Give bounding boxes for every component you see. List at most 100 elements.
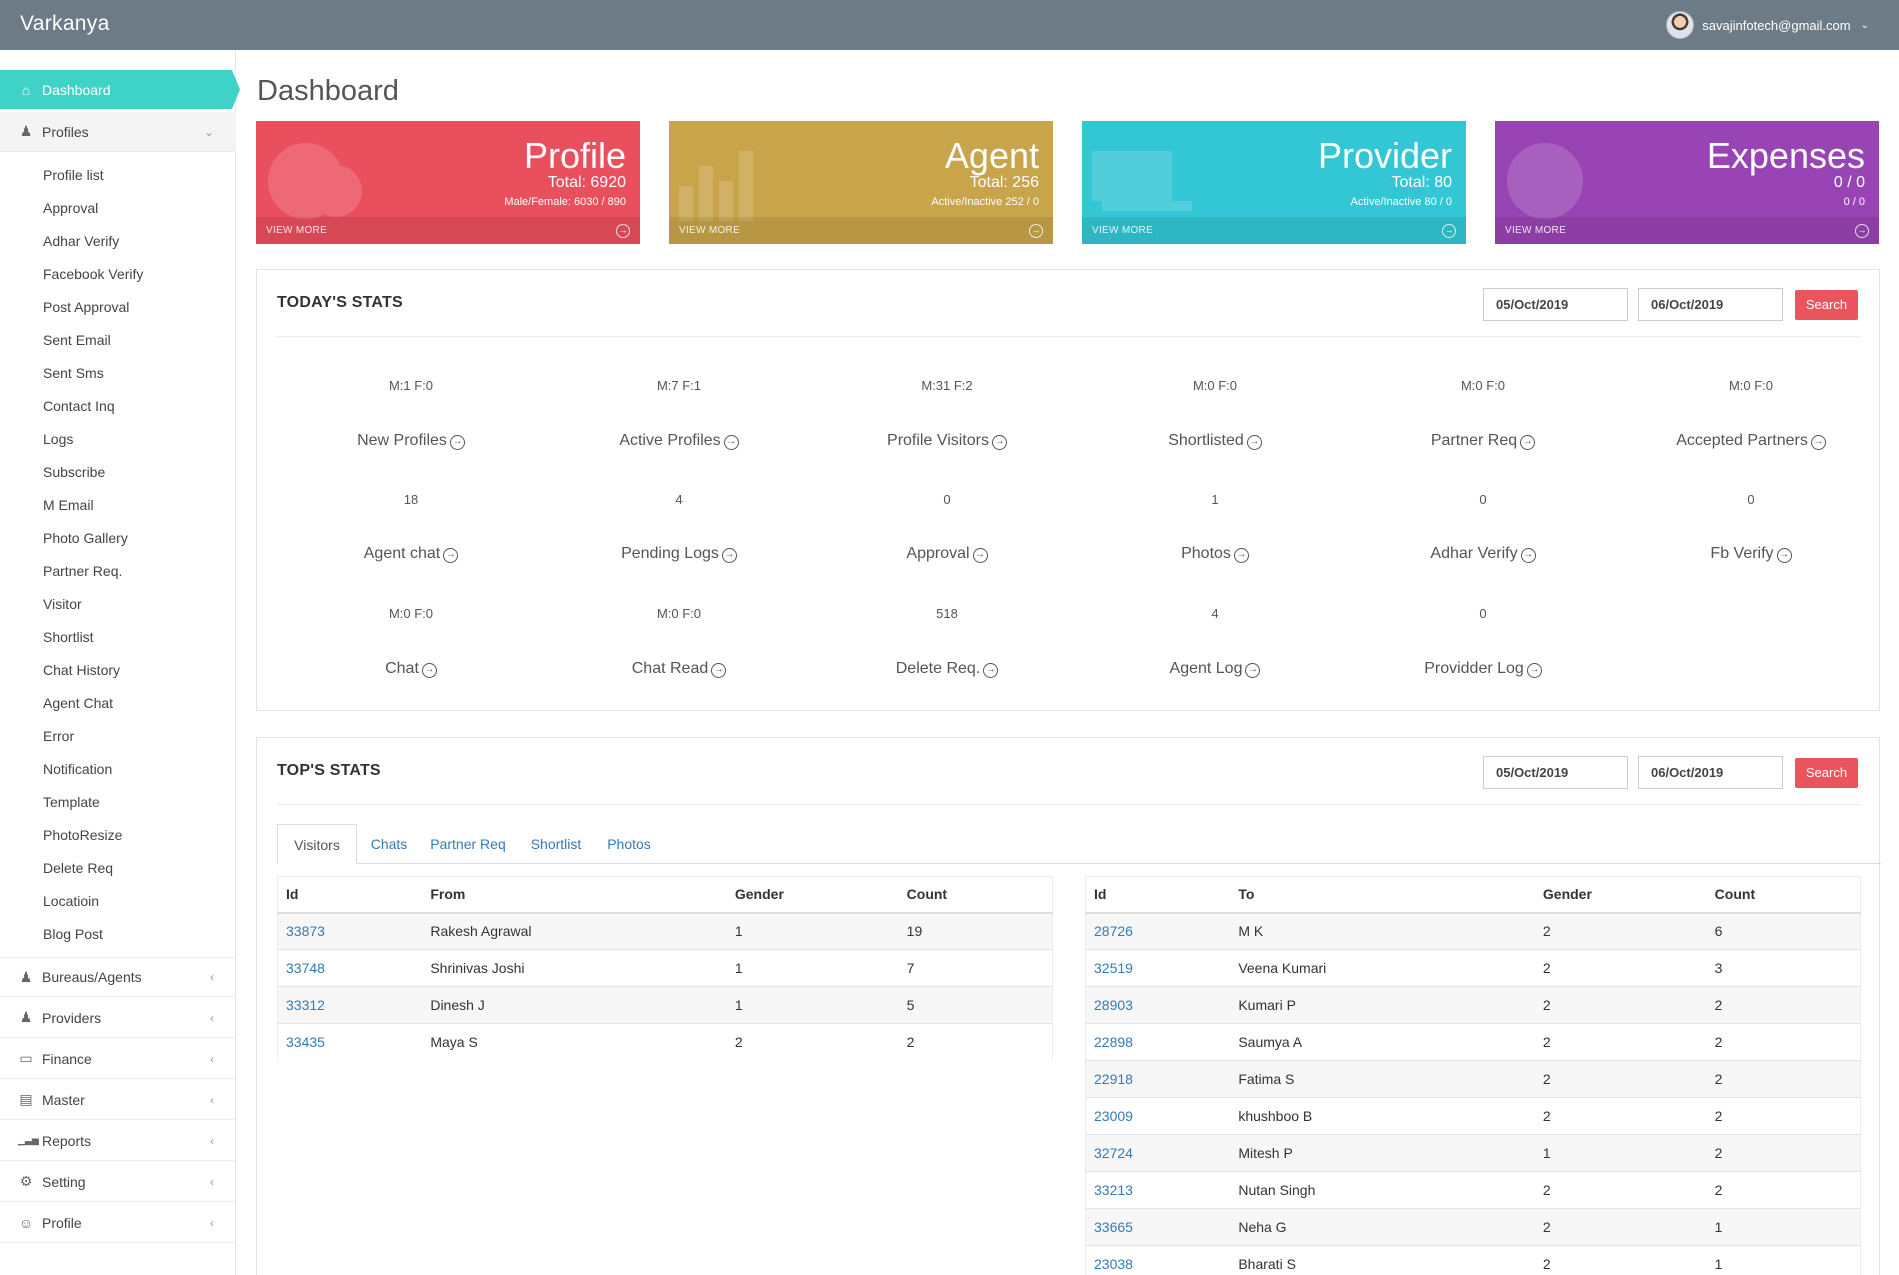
brand-logo[interactable]: Varkanya <box>20 12 110 35</box>
stat-label[interactable]: Adhar Verify <box>1430 545 1518 562</box>
stat-link-new-profiles[interactable]: New Profiles → <box>277 432 545 450</box>
arrow-right-circle-icon[interactable]: → <box>449 435 465 450</box>
stat-link-profile-visitors[interactable]: Profile Visitors → <box>813 432 1081 450</box>
stat-link-accepted-partners[interactable]: Accepted Partners → <box>1617 432 1885 450</box>
sidebar-subitem[interactable]: Adhar Verify <box>43 233 120 249</box>
stat-label[interactable]: Providder Log <box>1424 660 1524 677</box>
stat-card-agent[interactable]: Agent Total: 256 Active/Inactive 252 / 0 VI… <box>669 121 1053 244</box>
arrow-right-circle-icon[interactable]: → <box>1442 224 1456 238</box>
stat-link-providder-log[interactable]: Providder Log → <box>1349 660 1617 678</box>
stat-link-adhar-verify[interactable]: Adhar Verify → <box>1349 545 1617 563</box>
arrow-right-circle-icon[interactable]: → <box>721 548 737 563</box>
sidebar-group-profiles[interactable]: ♟ Profiles ⌄ <box>0 112 236 152</box>
profile-id-link[interactable]: 32519 <box>1085 949 1231 987</box>
sidebar-subitem[interactable]: Logs <box>43 431 74 447</box>
stat-link-photos[interactable]: Photos → <box>1081 545 1349 563</box>
arrow-right-circle-icon[interactable]: → <box>616 224 630 238</box>
profile-id-link[interactable]: 33748 <box>277 949 423 987</box>
stat-link-agent-chat[interactable]: Agent chat → <box>277 545 545 563</box>
sidebar-subitem[interactable]: Agent Chat <box>43 695 114 711</box>
stat-link-delete-req-[interactable]: Delete Req. → <box>813 660 1081 678</box>
stat-link-agent-log[interactable]: Agent Log → <box>1081 660 1349 678</box>
arrow-right-circle-icon[interactable]: → <box>972 548 988 563</box>
tab-photos[interactable]: Photos <box>607 836 651 852</box>
arrow-right-circle-icon[interactable]: → <box>991 435 1007 450</box>
sidebar-subitem[interactable]: PhotoResize <box>43 827 123 843</box>
arrow-right-circle-icon[interactable]: → <box>1029 224 1043 238</box>
profile-id-link[interactable]: 22898 <box>1085 1023 1231 1061</box>
sidebar-subitem[interactable]: Subscribe <box>43 464 106 480</box>
stat-label[interactable]: Delete Req. <box>895 660 981 677</box>
sidebar-subitem[interactable]: Approval <box>43 200 99 216</box>
stat-label[interactable]: New Profiles <box>357 432 447 449</box>
chevron-down-icon[interactable]: ⌄ <box>1860 19 1869 31</box>
sidebar-subitem[interactable]: Template <box>43 794 100 810</box>
arrow-right-circle-icon[interactable]: → <box>723 435 739 450</box>
search-button[interactable]: Search <box>1795 758 1858 788</box>
sidebar-subitem[interactable]: Photo Gallery <box>43 530 128 546</box>
sidebar-subitem[interactable]: Shortlist <box>43 629 94 645</box>
sidebar-subitem[interactable]: Sent Email <box>43 332 111 348</box>
view-more-link[interactable]: VIEW MORE <box>679 225 741 236</box>
sidebar-subitem[interactable]: Chat History <box>43 662 121 678</box>
profile-id-link[interactable]: 23009 <box>1085 1097 1231 1135</box>
profile-id-link[interactable]: 33213 <box>1085 1171 1231 1209</box>
stat-link-shortlisted[interactable]: Shortlisted → <box>1081 432 1349 450</box>
arrow-right-circle-icon[interactable]: → <box>1233 548 1249 563</box>
profile-id-link[interactable]: 33873 <box>277 912 423 950</box>
sidebar-subitem[interactable]: Contact Inq <box>43 398 115 414</box>
arrow-right-circle-icon[interactable]: → <box>1520 435 1536 450</box>
view-more-link[interactable]: VIEW MORE <box>1505 225 1567 236</box>
sidebar-subitem[interactable]: Error <box>43 728 75 744</box>
stat-link-partner-req[interactable]: Partner Req → <box>1349 432 1617 450</box>
profile-id-link[interactable]: 33665 <box>1085 1208 1231 1246</box>
arrow-right-circle-icon[interactable]: → <box>1776 548 1792 563</box>
sidebar-group-master[interactable]: ▤ Master ‹ <box>0 1080 236 1120</box>
sidebar-group-profile[interactable]: ☺ Profile ‹ <box>0 1203 236 1243</box>
sidebar-subitem[interactable]: Delete Req <box>43 860 114 876</box>
sidebar-subitem[interactable]: Profile list <box>43 167 104 183</box>
stat-label[interactable]: Active Profiles <box>619 432 721 449</box>
view-more-link[interactable]: VIEW MORE <box>266 225 328 236</box>
stat-label[interactable]: Profile Visitors <box>887 432 989 449</box>
profile-id-link[interactable]: 28726 <box>1085 912 1231 950</box>
sidebar-item-dashboard[interactable]: ⌂ Dashboard <box>0 70 240 109</box>
arrow-right-circle-icon[interactable]: → <box>1526 663 1542 678</box>
stat-label[interactable]: Photos <box>1181 545 1231 562</box>
tab-visitors[interactable]: Visitors <box>277 824 357 864</box>
stat-label[interactable]: Shortlisted <box>1168 432 1244 449</box>
stat-label[interactable]: Agent Log <box>1169 660 1243 677</box>
sidebar-group-reports[interactable]: ▁▃▅ Reports ‹ <box>0 1121 236 1161</box>
search-button[interactable]: Search <box>1795 290 1858 320</box>
sidebar-subitem[interactable]: Notification <box>43 761 113 777</box>
stat-link-active-profiles[interactable]: Active Profiles → <box>545 432 813 450</box>
tab-chats[interactable]: Chats <box>370 836 408 852</box>
stat-label[interactable]: Chat Read <box>631 660 709 677</box>
arrow-right-circle-icon[interactable]: → <box>1520 548 1536 563</box>
stat-link-chat-read[interactable]: Chat Read → <box>545 660 813 678</box>
sidebar-group-bureaus-agents[interactable]: ♟ Bureaus/Agents ‹ <box>0 957 236 997</box>
from-date-input[interactable]: 05/Oct/2019 <box>1483 288 1628 321</box>
stat-label[interactable]: Accepted Partners <box>1676 432 1808 449</box>
sidebar-subitem[interactable]: Sent Sms <box>43 365 104 381</box>
sidebar-subitem[interactable]: Blog Post <box>43 926 103 942</box>
profile-id-link[interactable]: 33312 <box>277 986 423 1024</box>
arrow-right-circle-icon[interactable]: → <box>711 663 727 678</box>
stat-link-approval[interactable]: Approval → <box>813 545 1081 563</box>
stat-card-profile[interactable]: Profile Total: 6920 Male/Female: 6030 / 89… <box>256 121 640 244</box>
sidebar-subitem[interactable]: M Email <box>43 497 94 513</box>
tab-partner-req[interactable]: Partner Req <box>430 836 506 852</box>
sidebar-subitem[interactable]: Partner Req. <box>43 563 123 579</box>
user-email[interactable]: savajinfotech@gmail.com <box>1702 17 1851 33</box>
tab-shortlist[interactable]: Shortlist <box>530 836 582 852</box>
sidebar-group-finance[interactable]: ▭ Finance ‹ <box>0 1039 236 1079</box>
arrow-right-circle-icon[interactable]: → <box>1810 435 1826 450</box>
arrow-right-circle-icon[interactable]: → <box>1246 435 1262 450</box>
stat-label[interactable]: Partner Req <box>1430 432 1518 449</box>
user-menu[interactable]: savajinfotech@gmail.com ⌄ <box>1666 11 1869 39</box>
stat-link-chat[interactable]: Chat → <box>277 660 545 678</box>
stat-link-pending-logs[interactable]: Pending Logs → <box>545 545 813 563</box>
stat-label[interactable]: Pending Logs <box>621 545 719 562</box>
stat-label[interactable]: Fb Verify <box>1710 545 1774 562</box>
